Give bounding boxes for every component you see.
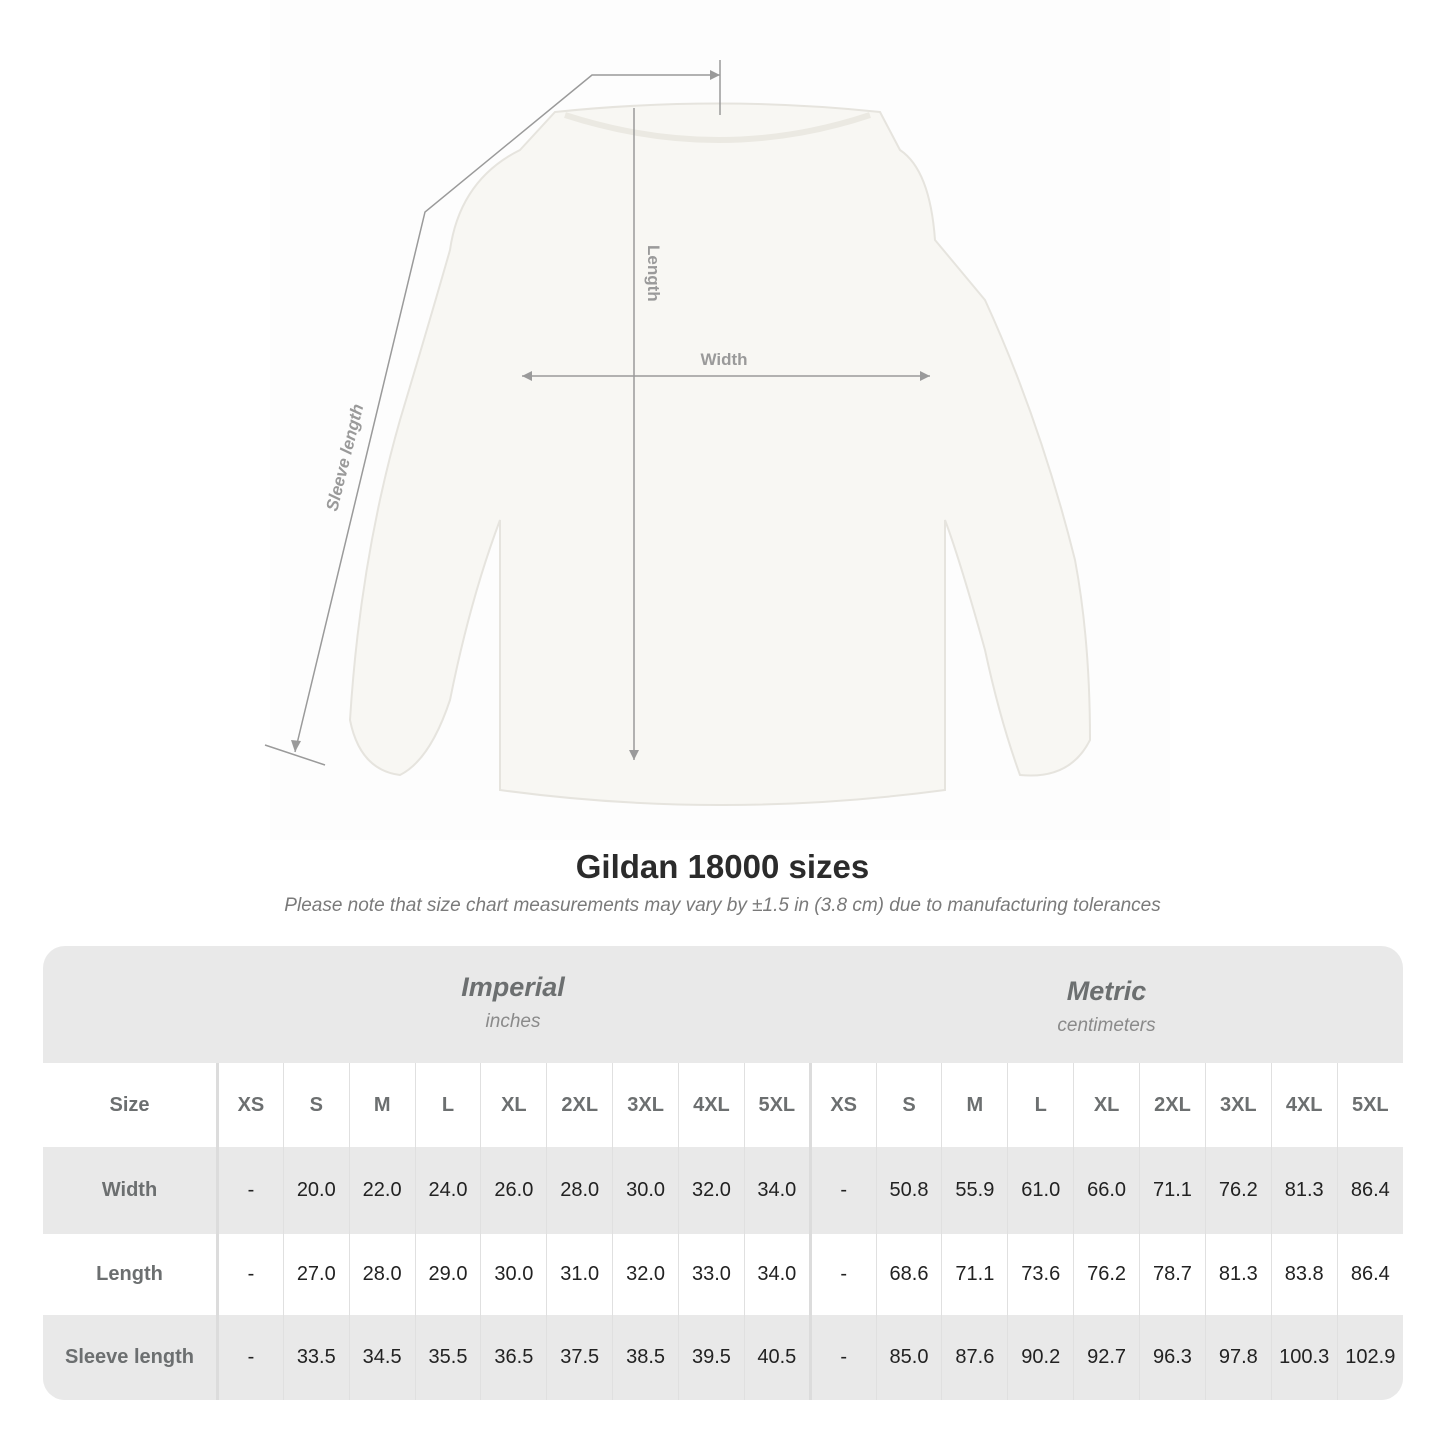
imperial-value-cell: 31.0 bbox=[546, 1234, 613, 1315]
imperial-value-cell: 26.0 bbox=[480, 1147, 547, 1234]
imperial-size-3XL: 3XL bbox=[612, 1063, 679, 1147]
imperial-value-cell: 33.0 bbox=[678, 1234, 745, 1315]
sweatshirt-diagram: Length Width Sleeve length bbox=[264, 60, 1092, 806]
row-label: Length bbox=[43, 1234, 219, 1315]
imperial-value-cell: 28.0 bbox=[546, 1147, 613, 1234]
metric-value-cell: 81.3 bbox=[1270, 1147, 1338, 1234]
imperial-value-cell: 38.5 bbox=[612, 1315, 679, 1400]
length-label: Length bbox=[644, 245, 663, 302]
imperial-unit: inches bbox=[485, 1011, 541, 1032]
metric-unit: centimeters bbox=[1057, 1015, 1156, 1036]
metric-value-cell: - bbox=[808, 1147, 877, 1234]
imperial-size-2XL: 2XL bbox=[546, 1063, 613, 1147]
table-row: Width -20.0 22.0 24.0 26.0 28.0 30.0 32.0 34.0-5… bbox=[43, 1147, 1403, 1234]
metric-size-L: L bbox=[1007, 1063, 1074, 1147]
imperial-value-cell: 28.0 bbox=[348, 1234, 416, 1315]
metric-value-cell: 83.8 bbox=[1270, 1234, 1338, 1315]
imperial-value-cell: 27.0 bbox=[282, 1234, 350, 1315]
imperial-value-cell: 20.0 bbox=[282, 1147, 350, 1234]
metric-header: Metric centimeters bbox=[810, 946, 1403, 1063]
imperial-value-cell: 24.0 bbox=[414, 1147, 481, 1234]
row-label: Width bbox=[43, 1147, 219, 1234]
imperial-value-cell: - bbox=[217, 1315, 284, 1400]
imperial-title: Imperial bbox=[461, 972, 565, 1002]
imperial-value-cell: 34.0 bbox=[743, 1147, 811, 1234]
imperial-value-cell: 34.0 bbox=[743, 1234, 811, 1315]
metric-value-cell: 85.0 bbox=[875, 1315, 942, 1400]
metric-value-cell: 76.2 bbox=[1073, 1234, 1140, 1315]
imperial-value-cell: 37.5 bbox=[546, 1315, 613, 1400]
metric-value-cell: 55.9 bbox=[941, 1147, 1008, 1234]
imperial-value-cell: - bbox=[217, 1234, 284, 1315]
metric-size-3XL: 3XL bbox=[1204, 1063, 1272, 1147]
imperial-size-XL: XL bbox=[480, 1063, 547, 1147]
size-label: Size bbox=[43, 1063, 219, 1147]
imperial-value-cell: 36.5 bbox=[480, 1315, 547, 1400]
metric-value-cell: 87.6 bbox=[941, 1315, 1008, 1400]
imperial-value-cell: 34.5 bbox=[348, 1315, 416, 1400]
metric-value-cell: 71.1 bbox=[941, 1234, 1008, 1315]
metric-value-cell: 90.2 bbox=[1007, 1315, 1074, 1400]
size-table: Size XS S M L XL 2XL 3XL 4XL 5XL XS S M L XL 2XL 3XL 4XL 5… bbox=[43, 1063, 1403, 1400]
imperial-value-cell: 39.5 bbox=[678, 1315, 745, 1400]
metric-value-cell: 78.7 bbox=[1139, 1234, 1206, 1315]
size-table-panel: Imperial inches Metric centimeters Size X… bbox=[43, 946, 1403, 1400]
imperial-value-cell: 33.5 bbox=[282, 1315, 350, 1400]
tolerance-note: Please note that size chart measurements… bbox=[284, 895, 1161, 916]
metric-value-cell: 68.6 bbox=[875, 1234, 942, 1315]
metric-value-cell: 96.3 bbox=[1139, 1315, 1206, 1400]
imperial-size-4XL: 4XL bbox=[678, 1063, 745, 1147]
imperial-value-cell: - bbox=[217, 1147, 284, 1234]
metric-value-cell: 86.4 bbox=[1336, 1147, 1403, 1234]
metric-value-cell: 66.0 bbox=[1073, 1147, 1140, 1234]
metric-value-cell: 100.3 bbox=[1270, 1315, 1338, 1400]
imperial-value-cell: 35.5 bbox=[414, 1315, 481, 1400]
metric-size-4XL: 4XL bbox=[1270, 1063, 1338, 1147]
metric-value-cell: 76.2 bbox=[1204, 1147, 1272, 1234]
imperial-value-cell: 32.0 bbox=[612, 1234, 679, 1315]
table-row: Length -27.0 28.0 29.0 30.0 31.0 32.0 33.0 34.0-… bbox=[43, 1234, 1403, 1315]
metric-value-cell: 92.7 bbox=[1073, 1315, 1140, 1400]
imperial-value-cell: 30.0 bbox=[480, 1234, 547, 1315]
metric-value-cell: 81.3 bbox=[1204, 1234, 1272, 1315]
imperial-value-cell: 30.0 bbox=[612, 1147, 679, 1234]
imperial-header: Imperial inches bbox=[216, 946, 810, 1063]
metric-value-cell: 50.8 bbox=[875, 1147, 942, 1234]
metric-value-cell: 73.6 bbox=[1007, 1234, 1074, 1315]
metric-size-XL: XL bbox=[1073, 1063, 1140, 1147]
metric-size-5XL: 5XL bbox=[1336, 1063, 1403, 1147]
metric-size-S: S bbox=[875, 1063, 942, 1147]
imperial-value-cell: 40.5 bbox=[743, 1315, 811, 1400]
imperial-size-M: M bbox=[348, 1063, 416, 1147]
imperial-size-XS: XS bbox=[217, 1063, 284, 1147]
metric-value-cell: - bbox=[808, 1315, 877, 1400]
metric-size-XS: XS bbox=[808, 1063, 877, 1147]
page-title: Gildan 18000 sizes bbox=[575, 848, 870, 885]
metric-value-cell: - bbox=[808, 1234, 877, 1315]
imperial-value-cell: 29.0 bbox=[414, 1234, 481, 1315]
sweatshirt-image bbox=[348, 102, 1092, 806]
metric-value-cell: 71.1 bbox=[1139, 1147, 1206, 1234]
imperial-value-cell: 22.0 bbox=[348, 1147, 416, 1234]
imperial-value-cell: 32.0 bbox=[678, 1147, 745, 1234]
width-label: Width bbox=[700, 350, 747, 369]
size-header-row: Size XS S M L XL 2XL 3XL 4XL 5XL XS S M L XL 2XL 3XL 4XL 5… bbox=[43, 1063, 1403, 1147]
table-row: Sleeve length -33.5 34.5 35.5 36.5 37.5 38.5 39… bbox=[43, 1315, 1403, 1400]
metric-size-2XL: 2XL bbox=[1139, 1063, 1206, 1147]
row-label: Sleeve length bbox=[43, 1315, 219, 1400]
metric-value-cell: 61.0 bbox=[1007, 1147, 1074, 1234]
metric-title: Metric bbox=[1066, 976, 1147, 1006]
metric-value-cell: 86.4 bbox=[1336, 1234, 1403, 1315]
imperial-size-L: L bbox=[414, 1063, 481, 1147]
imperial-size-5XL: 5XL bbox=[743, 1063, 811, 1147]
metric-value-cell: 97.8 bbox=[1204, 1315, 1272, 1400]
imperial-size-S: S bbox=[282, 1063, 350, 1147]
metric-value-cell: 102.9 bbox=[1336, 1315, 1403, 1400]
metric-size-M: M bbox=[941, 1063, 1008, 1147]
